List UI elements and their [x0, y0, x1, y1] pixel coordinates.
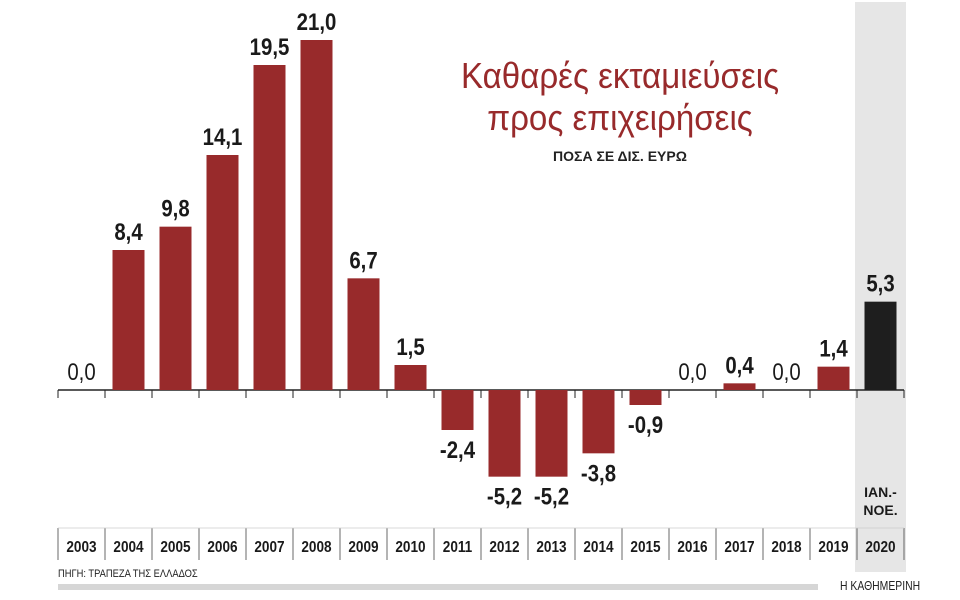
- category-label-2015: 2015: [630, 539, 660, 556]
- bar-2017: [723, 383, 756, 390]
- source-note: ΠΗΓΗ: ΤΡΑΠΕΖΑ ΤΗΣ ΕΛΛΑΔΟΣ: [58, 568, 198, 580]
- value-label-2010: 1,5: [396, 333, 424, 360]
- publisher-logo: Η ΚΑΘΗΜΕΡΙΝΗ: [839, 578, 920, 593]
- value-label-2007: 19,5: [250, 33, 290, 60]
- chart-subtitle: ΠΟΣΑ ΣΕ ΔΙΣ. ΕΥΡΩ: [553, 148, 687, 164]
- value-label-2018: 0,0: [772, 358, 800, 385]
- category-label-2010: 2010: [395, 539, 425, 556]
- footer-divider: [58, 584, 818, 590]
- bar-2020: [864, 301, 897, 390]
- chart-title-line-1: Καθαρές εκταμιεύσεις: [460, 55, 780, 96]
- chart-title-line-2: προς επιχειρήσεις: [487, 97, 753, 138]
- value-label-2014: -3,8: [581, 460, 616, 487]
- category-label-2007: 2007: [254, 539, 284, 556]
- bar-2019: [817, 366, 850, 390]
- category-label-2011: 2011: [443, 539, 472, 556]
- category-label-2003: 2003: [66, 539, 96, 556]
- value-label-2012: -5,2: [487, 483, 522, 510]
- value-label-2016: 0,0: [678, 358, 706, 385]
- highlight-note-line: ΝΟΕ.: [863, 502, 897, 518]
- category-label-2016: 2016: [677, 539, 707, 556]
- bar-2013: [535, 390, 568, 477]
- value-label-2006: 14,1: [203, 123, 243, 150]
- value-label-2005: 9,8: [161, 195, 189, 222]
- bar-2012: [488, 390, 521, 477]
- category-label-2018: 2018: [771, 539, 801, 556]
- category-label-2006: 2006: [207, 539, 237, 556]
- value-label-2008: 21,0: [297, 8, 337, 35]
- value-label-2020: 5,3: [866, 270, 894, 297]
- category-label-2013: 2013: [536, 539, 566, 556]
- category-label-2017: 2017: [724, 539, 754, 556]
- bar-2009: [347, 278, 380, 390]
- bar-2005: [159, 226, 192, 390]
- category-label-2004: 2004: [113, 539, 144, 556]
- category-label-2008: 2008: [301, 539, 331, 556]
- bar-2010: [394, 365, 427, 390]
- highlight-background: [855, 2, 906, 572]
- bar-2004: [112, 250, 145, 390]
- value-label-2009: 6,7: [349, 247, 377, 274]
- value-label-2011: -2,4: [440, 436, 476, 463]
- value-label-2013: -5,2: [534, 483, 569, 510]
- value-label-2017: 0,4: [725, 352, 754, 379]
- bar-2006: [206, 155, 239, 390]
- bar-2014: [582, 390, 615, 454]
- value-label-2003: 0,0: [67, 358, 95, 385]
- value-label-2004: 8,4: [114, 218, 143, 245]
- bar-2011: [441, 390, 474, 430]
- highlight-note-line: ΙΑΝ.-: [864, 484, 897, 500]
- value-label-2019: 1,4: [819, 335, 848, 362]
- bar-2015: [629, 390, 662, 405]
- value-label-2015: -0,9: [628, 411, 663, 438]
- category-label-2012: 2012: [489, 539, 519, 556]
- category-label-2014: 2014: [583, 539, 614, 556]
- category-label-2020: 2020: [865, 539, 895, 556]
- category-label-2005: 2005: [160, 539, 190, 556]
- bar-2007: [253, 65, 286, 390]
- category-label-2009: 2009: [348, 539, 378, 556]
- chart-title: Καθαρές εκταμιεύσεις προς επιχειρήσεις: [436, 55, 804, 139]
- category-label-2019: 2019: [818, 539, 848, 556]
- bar-2008: [300, 40, 333, 390]
